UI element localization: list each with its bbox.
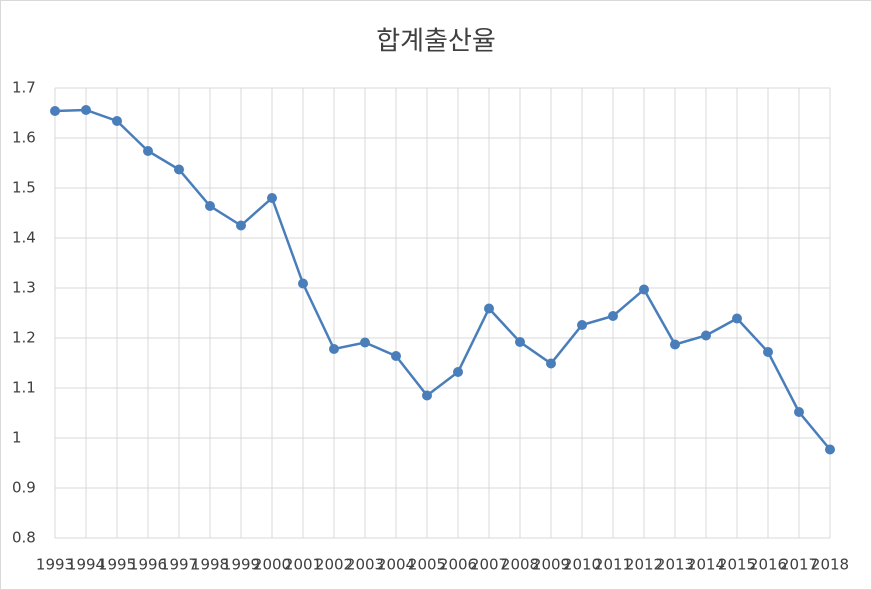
chart-title: 합계출산율 bbox=[376, 27, 496, 57]
y-tick-label: 1.7 bbox=[12, 79, 36, 97]
x-tick-label: 2015 bbox=[718, 556, 756, 574]
marker bbox=[763, 347, 773, 357]
x-tick-label: 2012 bbox=[625, 556, 663, 574]
y-tick-label: 1.3 bbox=[12, 279, 36, 297]
x-tick-label: 2014 bbox=[687, 556, 725, 574]
y-tick-label: 1.6 bbox=[12, 129, 36, 147]
marker bbox=[670, 339, 680, 350]
marker bbox=[794, 407, 804, 417]
marker bbox=[608, 311, 618, 321]
x-tick-label: 1997 bbox=[160, 556, 198, 574]
x-tick-label: 2016 bbox=[749, 556, 787, 574]
x-tick-label: 2017 bbox=[780, 556, 818, 574]
marker bbox=[732, 313, 742, 324]
y-tick-label: 1.2 bbox=[12, 329, 36, 347]
x-tick-label: 2018 bbox=[811, 556, 849, 574]
marker bbox=[639, 284, 649, 295]
x-tick-label: 2010 bbox=[563, 556, 601, 574]
y-tick-label: 1.5 bbox=[12, 179, 36, 197]
y-tick-label: 0.9 bbox=[12, 479, 36, 497]
x-tick-label: 1994 bbox=[67, 556, 105, 574]
x-tick-label: 2007 bbox=[470, 556, 508, 574]
x-tick-label: 2000 bbox=[253, 556, 291, 574]
marker bbox=[236, 220, 246, 231]
y-tick-label: 0.8 bbox=[12, 529, 36, 547]
marker bbox=[391, 351, 401, 361]
marker bbox=[205, 201, 215, 211]
y-tick-label: 1.4 bbox=[12, 229, 36, 247]
marker bbox=[484, 303, 494, 314]
marker bbox=[267, 193, 277, 203]
marker bbox=[143, 146, 153, 156]
x-tick-label: 2005 bbox=[408, 556, 446, 574]
marker bbox=[422, 390, 432, 401]
marker bbox=[701, 330, 711, 341]
x-tick-label: 2013 bbox=[656, 556, 694, 574]
line bbox=[54, 108, 831, 451]
marker bbox=[174, 164, 184, 175]
marker bbox=[329, 344, 339, 354]
x-tick-label: 2004 bbox=[377, 556, 415, 574]
y-tick-label: 1.1 bbox=[12, 379, 36, 397]
marker bbox=[298, 278, 308, 289]
marker bbox=[453, 367, 463, 377]
x-tick-label: 2009 bbox=[532, 556, 570, 574]
marker bbox=[81, 105, 91, 115]
marker bbox=[577, 320, 587, 330]
y-tick-label: 1 bbox=[12, 429, 22, 447]
x-tick-label: 2002 bbox=[315, 556, 353, 574]
x-tick-label: 2003 bbox=[346, 556, 384, 574]
x-tick-label: 1996 bbox=[129, 556, 167, 574]
x-tick-label: 1998 bbox=[191, 556, 229, 574]
marker bbox=[515, 337, 525, 347]
marker bbox=[546, 358, 556, 369]
marker bbox=[112, 116, 122, 126]
x-tick-label: 2008 bbox=[501, 556, 539, 574]
x-tick-label: 2011 bbox=[594, 556, 632, 574]
x-tick-label: 1993 bbox=[36, 556, 74, 574]
x-tick-label: 2006 bbox=[439, 556, 477, 574]
x-tick-label: 1995 bbox=[98, 556, 136, 574]
marker bbox=[360, 337, 370, 348]
x-tick-label: 2001 bbox=[284, 556, 322, 574]
x-tick-label: 1999 bbox=[222, 556, 260, 574]
marker bbox=[50, 106, 60, 116]
marker bbox=[825, 444, 835, 455]
